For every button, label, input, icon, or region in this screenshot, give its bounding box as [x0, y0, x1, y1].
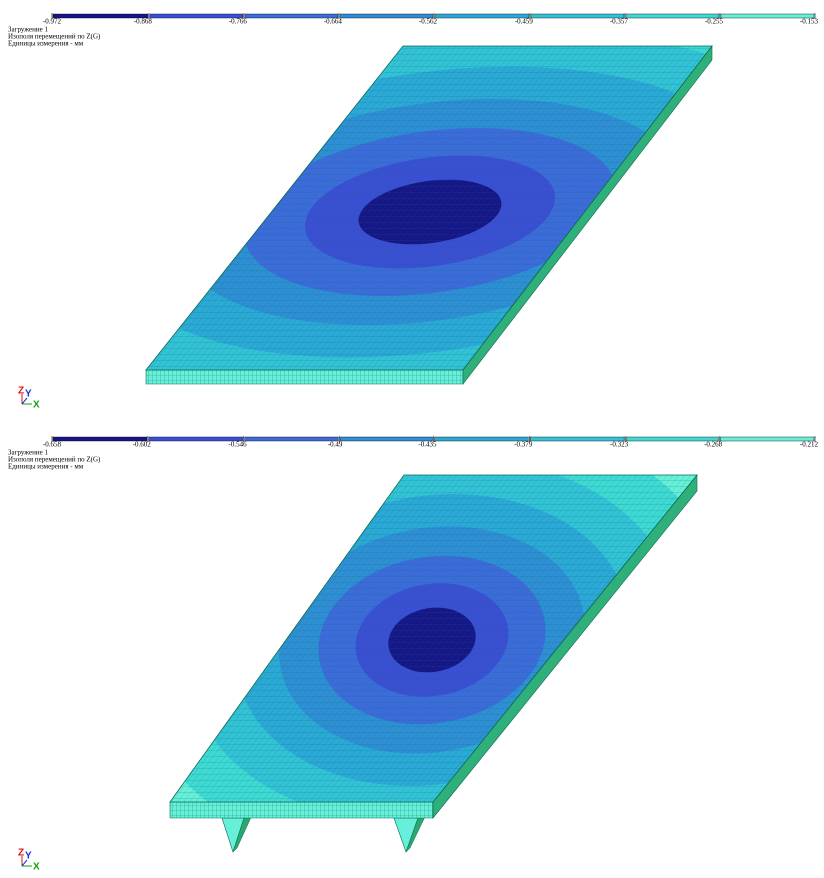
legend-label: -0.602 [133, 441, 152, 449]
legend-label: -0.212 [800, 441, 819, 449]
axis-label: Y [25, 389, 32, 400]
legend-label: -0.459 [515, 18, 534, 26]
mesh [146, 46, 712, 370]
legend-label: -0.49 [328, 441, 343, 449]
slab-front-mesh [146, 370, 463, 384]
result-panel: -0.658 -0.602 -0.546 -0.49 -0.435 -0.379 -0.32… [8, 374, 818, 878]
axis-label: Z [18, 386, 24, 397]
legend-label: -0.323 [610, 441, 629, 449]
screen: -0.972 -0.868 -0.766 -0.664 -0.562 -0.459 -0.3… [0, 0, 824, 878]
axis-label: X [33, 862, 40, 873]
legend-label: -0.562 [419, 18, 438, 26]
info-line: Единицы измерения - мм [8, 463, 84, 471]
axis-label: Z [18, 848, 24, 859]
legend-label: -0.153 [800, 18, 819, 26]
legend-label: -0.435 [418, 441, 437, 449]
legend-label: -0.664 [324, 18, 343, 26]
legend-swatch [245, 437, 339, 441]
legend-label: -0.255 [705, 18, 724, 26]
legend-label: -0.546 [229, 441, 248, 449]
info-line: Единицы измерения - мм [8, 40, 84, 48]
legend-label: -0.658 [43, 441, 62, 449]
axis-label: X [33, 400, 40, 411]
legend-label: -0.357 [610, 18, 629, 26]
legend-label: -0.972 [43, 18, 62, 26]
axis-label: Y [25, 851, 32, 862]
legend-label: -0.268 [704, 441, 723, 449]
mesh [170, 475, 697, 802]
legend-label: -0.868 [134, 18, 153, 26]
legend-label: -0.766 [229, 18, 248, 26]
result-panel: -0.972 -0.868 -0.766 -0.664 -0.562 -0.459 -0.3… [0, 0, 824, 489]
slab-front-mesh [170, 802, 433, 818]
legend-label: -0.379 [514, 441, 533, 449]
